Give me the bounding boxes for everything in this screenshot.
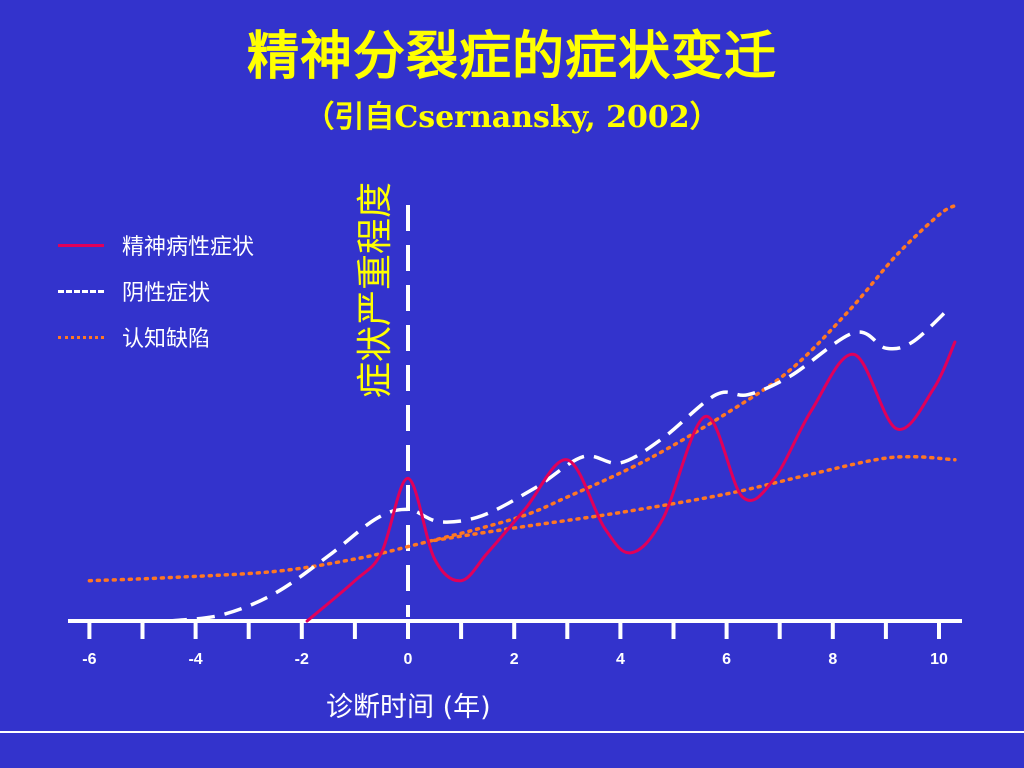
x-tick-label: 8: [828, 651, 837, 668]
x-tick-label: 2: [510, 651, 519, 668]
legend-item-negative: 阴性症状: [58, 268, 254, 314]
x-tick-label: 0: [404, 651, 413, 668]
legend-swatch-dashed: [58, 289, 104, 293]
footer-divider: [0, 731, 1024, 733]
series-line-dotted-3: [432, 454, 957, 543]
x-tick-label: 10: [930, 651, 948, 668]
series-line-dotted-2: [87, 203, 957, 583]
slide-subtitle: （引自Csernansky, 2002）: [304, 100, 720, 135]
x-tick-label: 6: [722, 651, 731, 668]
legend-item-psychotic: 精神病性症状: [58, 222, 254, 268]
x-tick-label: -4: [188, 651, 202, 668]
y-axis-label: 症状严重程度: [355, 181, 396, 399]
legend-label: 精神病性症状: [122, 235, 255, 260]
legend-label: 阴性症状: [122, 281, 211, 306]
x-tick-label: -2: [295, 651, 309, 668]
legend-label: 认知缺陷: [122, 327, 211, 352]
series-line-dashed-1: [168, 306, 951, 623]
legend-item-cognitive: 认知缺陷: [58, 314, 254, 360]
legend: 精神病性症状 阴性症状 认知缺陷: [58, 222, 254, 360]
x-tick-label: -6: [82, 651, 96, 668]
slide-title: 精神分裂症的症状变迁: [246, 27, 777, 87]
x-axis-label: 诊断时间 (年): [326, 692, 491, 723]
x-tick-label: 4: [616, 651, 625, 668]
legend-swatch-solid: [58, 243, 104, 247]
series-line-solid-0: [305, 340, 957, 623]
legend-swatch-dotted: [58, 335, 104, 339]
